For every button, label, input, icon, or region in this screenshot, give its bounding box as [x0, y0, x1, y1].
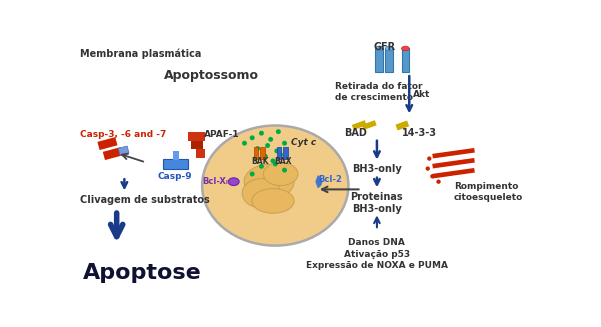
Text: BH3-only: BH3-only	[352, 164, 402, 174]
Text: Rompimento
citoesqueleto: Rompimento citoesqueleto	[454, 182, 523, 202]
Bar	[191, 141, 203, 148]
Circle shape	[278, 152, 283, 157]
Bar	[254, 147, 258, 159]
Text: 14-3-3: 14-3-3	[401, 128, 436, 138]
Ellipse shape	[263, 163, 298, 185]
Circle shape	[426, 166, 430, 171]
Text: Casp-9: Casp-9	[158, 172, 192, 181]
Bar	[432, 148, 475, 159]
Text: Akt: Akt	[413, 90, 430, 99]
Wedge shape	[316, 175, 322, 188]
Ellipse shape	[228, 178, 239, 185]
Circle shape	[275, 148, 279, 153]
Circle shape	[430, 174, 435, 179]
Bar	[97, 137, 117, 150]
Circle shape	[250, 172, 255, 177]
Text: Danos DNA
Ativação p53
Expressão de NOXA e PUMA: Danos DNA Ativação p53 Expressão de NOXA…	[306, 238, 448, 270]
Circle shape	[268, 137, 273, 142]
Bar	[352, 120, 367, 130]
Circle shape	[263, 154, 267, 159]
Text: APAF-1: APAF-1	[204, 130, 239, 139]
Text: BAD: BAD	[344, 128, 367, 138]
Circle shape	[242, 141, 247, 146]
Bar	[362, 120, 377, 130]
Text: Proteinas
BH3-only: Proteinas BH3-only	[350, 192, 403, 214]
Ellipse shape	[385, 46, 393, 51]
Bar	[260, 147, 264, 159]
Bar	[163, 159, 188, 169]
Bar	[385, 48, 393, 72]
Text: Apoptossomo: Apoptossomo	[164, 68, 259, 81]
Text: Apoptose: Apoptose	[83, 263, 201, 283]
Circle shape	[270, 159, 275, 164]
Circle shape	[250, 135, 255, 140]
Bar	[395, 120, 409, 130]
Bar	[188, 132, 205, 141]
Bar	[401, 48, 409, 72]
Bar	[432, 168, 475, 179]
Circle shape	[255, 146, 260, 151]
Ellipse shape	[376, 46, 383, 51]
Ellipse shape	[401, 46, 409, 51]
Circle shape	[259, 164, 264, 169]
Bar	[432, 158, 475, 168]
Circle shape	[436, 180, 441, 184]
Text: Cyt c: Cyt c	[291, 138, 316, 147]
Ellipse shape	[244, 164, 294, 199]
Text: GFR: GFR	[374, 42, 395, 52]
Ellipse shape	[202, 126, 349, 246]
Ellipse shape	[252, 189, 294, 213]
Text: Bcl-2: Bcl-2	[319, 175, 343, 184]
Text: BAX: BAX	[274, 157, 291, 166]
Text: Membrana plasmática: Membrana plasmática	[81, 48, 202, 59]
Bar	[376, 48, 383, 72]
Text: Retirada do fator
de crescimento: Retirada do fator de crescimento	[335, 82, 422, 102]
Text: Casp-3, -6 and -7: Casp-3, -6 and -7	[81, 130, 167, 139]
Circle shape	[282, 168, 287, 173]
Circle shape	[265, 143, 270, 148]
Ellipse shape	[242, 179, 281, 208]
Bar	[103, 147, 123, 160]
Text: Bcl-Xₗ: Bcl-Xₗ	[203, 177, 228, 186]
Text: BAK: BAK	[251, 157, 269, 166]
Circle shape	[259, 131, 264, 136]
Circle shape	[273, 162, 278, 166]
Bar	[118, 146, 129, 155]
Text: Clivagem de substratos: Clivagem de substratos	[81, 195, 210, 205]
Circle shape	[427, 156, 432, 161]
Circle shape	[253, 156, 258, 161]
Circle shape	[276, 129, 281, 134]
Bar	[277, 147, 281, 159]
Bar	[173, 151, 179, 160]
Bar	[283, 147, 288, 159]
Circle shape	[282, 141, 287, 146]
Bar	[196, 148, 205, 158]
